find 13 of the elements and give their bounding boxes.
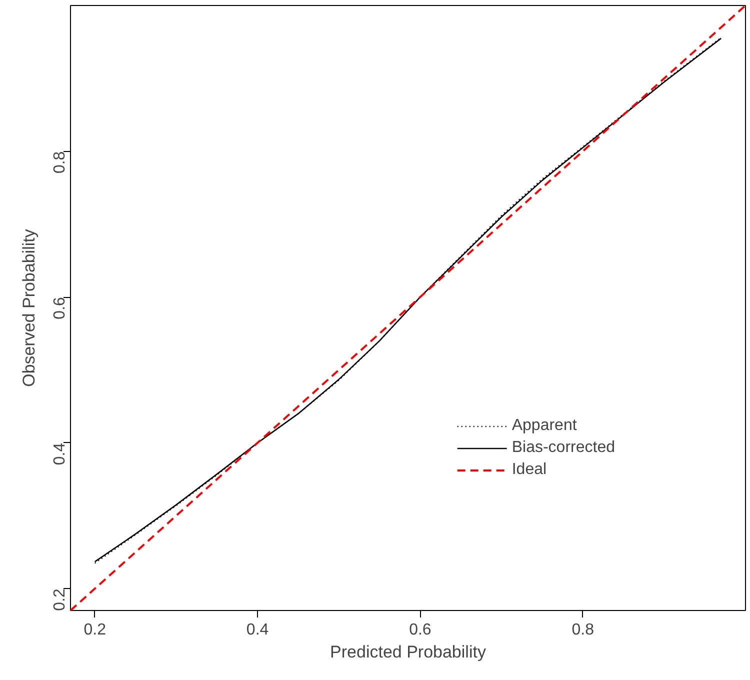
y-tick-label: 0.4 — [52, 442, 68, 466]
y-tick-label: 0.8 — [52, 151, 68, 174]
y-tick-label: 0.2 — [52, 588, 68, 611]
legend-label: Apparent — [512, 417, 577, 435]
x-tick-label: 0.6 — [409, 622, 432, 638]
legend-label: Bias-corrected — [512, 439, 615, 457]
x-axis-title: Predicted Probability — [330, 642, 486, 662]
x-tick-label: 0.2 — [84, 622, 106, 638]
y-tick-label: 0.6 — [52, 296, 68, 320]
x-tick-label: 0.4 — [246, 622, 269, 638]
legend-label: Ideal — [512, 461, 547, 479]
x-tick-label: 0.8 — [572, 622, 594, 638]
y-axis-title: Observed Probability — [20, 228, 38, 387]
